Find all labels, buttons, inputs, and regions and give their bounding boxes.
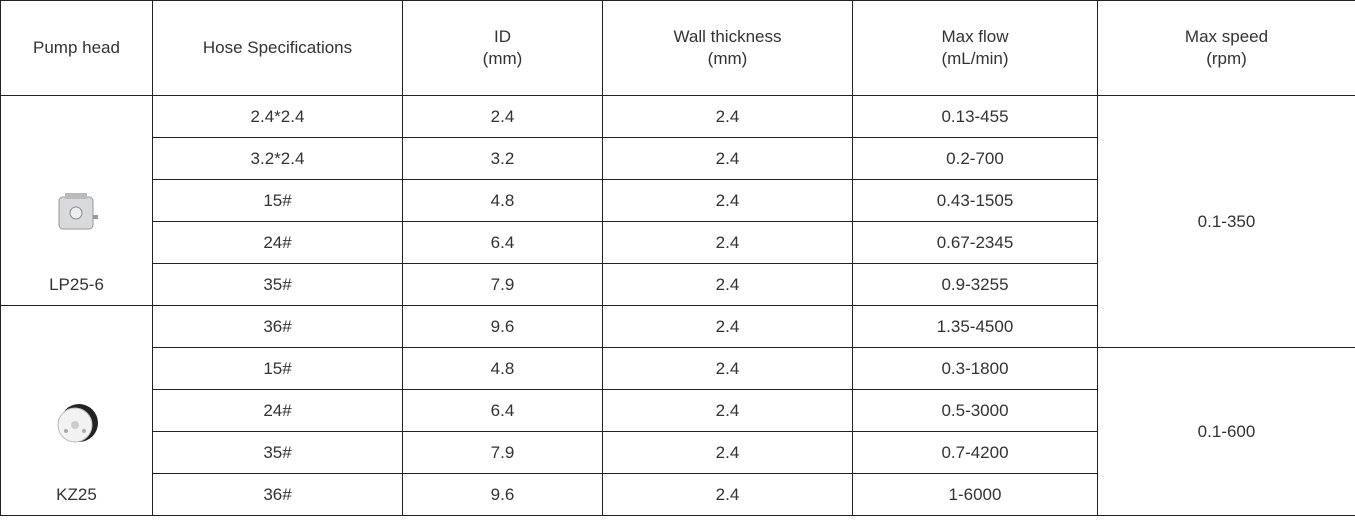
cell: 4.8: [403, 180, 603, 222]
header-text: (rpm): [1206, 49, 1247, 68]
cell: 7.9: [403, 432, 603, 474]
cell: 2.4: [603, 264, 853, 306]
cell: 24#: [153, 222, 403, 264]
cell: 4.8: [403, 348, 603, 390]
cell: 2.4: [603, 348, 853, 390]
header-text: Wall thickness: [673, 27, 781, 46]
pump-box: KZ25: [1, 311, 152, 511]
header-text: Pump head: [33, 38, 120, 57]
cell: 2.4: [603, 180, 853, 222]
cell: 9.6: [403, 474, 603, 516]
cell: 35#: [153, 432, 403, 474]
cell: 6.4: [403, 222, 603, 264]
header-cell: Max speed (rpm): [1098, 1, 1355, 96]
header-text: Max flow: [941, 27, 1008, 46]
cell: 2.4*2.4: [153, 96, 403, 138]
cell: 36#: [153, 474, 403, 516]
spec-table: Pump headHose SpecificationsID(mm)Wall t…: [0, 0, 1355, 516]
cell: 0.43-1505: [853, 180, 1098, 222]
cell: 2.4: [603, 222, 853, 264]
cell: 24#: [153, 390, 403, 432]
cell: 2.4: [603, 390, 853, 432]
cell: 2.4: [603, 96, 853, 138]
pump-name: LP25-6: [49, 275, 104, 295]
cell: 2.4: [603, 306, 853, 348]
header-text: (mm): [483, 49, 523, 68]
pump-cell: KZ25: [1, 306, 153, 516]
cell: 36#: [153, 306, 403, 348]
cell: 15#: [153, 348, 403, 390]
cell: 1-6000: [853, 474, 1098, 516]
pump-image: [55, 191, 99, 235]
pump-image: [55, 401, 99, 445]
pump-cell: LP25-6: [1, 96, 153, 306]
header-text: Hose Specifications: [203, 38, 352, 57]
speed-cell: 0.1-350: [1098, 96, 1355, 348]
header-cell: Pump head: [1, 1, 153, 96]
header-cell: Max flow (mL/min): [853, 1, 1098, 96]
cell: 0.2-700: [853, 138, 1098, 180]
cell: 0.3-1800: [853, 348, 1098, 390]
cell: 15#: [153, 180, 403, 222]
cell: 7.9: [403, 264, 603, 306]
page: Pump headHose SpecificationsID(mm)Wall t…: [0, 0, 1355, 520]
header-text: ID: [494, 27, 511, 46]
cell: 35#: [153, 264, 403, 306]
cell: 3.2*2.4: [153, 138, 403, 180]
cell: 0.13-455: [853, 96, 1098, 138]
cell: 0.5-3000: [853, 390, 1098, 432]
header-text: (mL/min): [941, 49, 1008, 68]
header-text: (mm): [708, 49, 748, 68]
speed-cell: 0.1-600: [1098, 348, 1355, 516]
cell: 0.67-2345: [853, 222, 1098, 264]
header-text: Max speed: [1185, 27, 1268, 46]
cell: 2.4: [603, 432, 853, 474]
cell: 0.9-3255: [853, 264, 1098, 306]
cell: 6.4: [403, 390, 603, 432]
pump-name: KZ25: [56, 485, 97, 505]
cell: 2.4: [603, 138, 853, 180]
cell: 9.6: [403, 306, 603, 348]
cell: 3.2: [403, 138, 603, 180]
cell: 1.35-4500: [853, 306, 1098, 348]
pump-box: LP25-6: [1, 101, 152, 301]
cell: 0.7-4200: [853, 432, 1098, 474]
header-cell: Wall thickness (mm): [603, 1, 853, 96]
header-cell: ID (mm): [403, 1, 603, 96]
header-cell: Hose Specifications: [153, 1, 403, 96]
cell: 2.4: [403, 96, 603, 138]
cell: 2.4: [603, 474, 853, 516]
